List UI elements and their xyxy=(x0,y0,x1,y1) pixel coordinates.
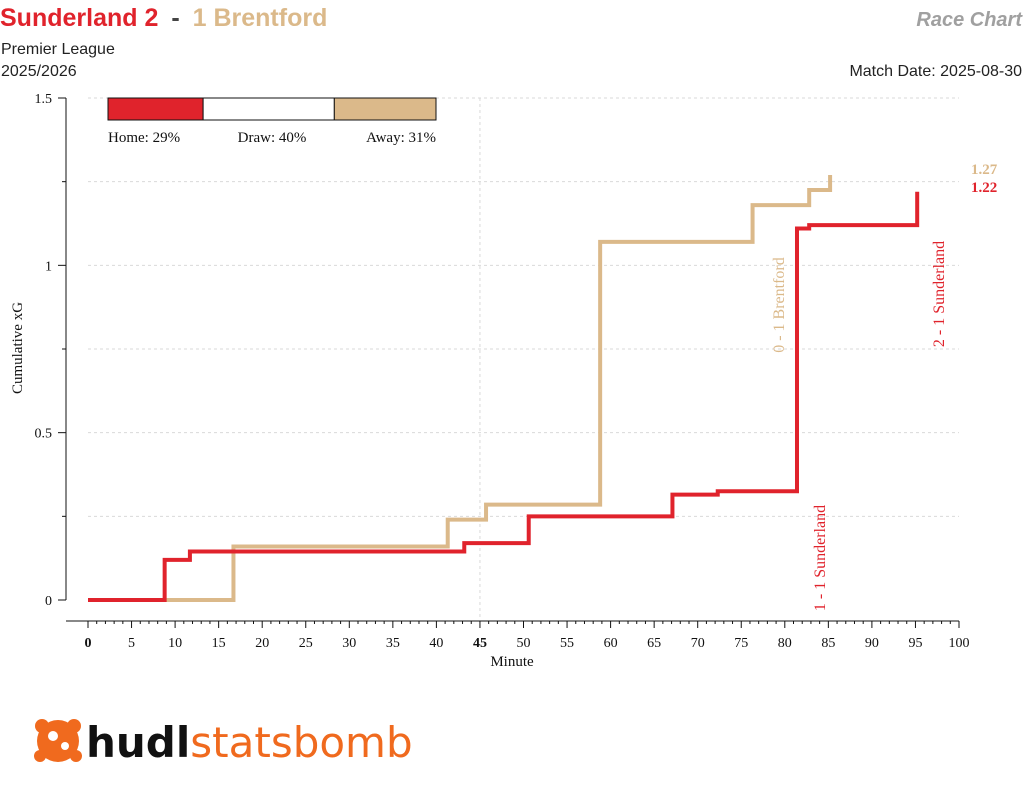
final-xg-label-sunderland: 1.22 xyxy=(971,180,997,196)
x-tick-label: 40 xyxy=(429,636,443,651)
x-axis-title: Minute xyxy=(490,654,534,670)
title-separator: - xyxy=(171,4,179,32)
y-tick-label: 1.5 xyxy=(35,92,53,107)
x-tick-label: 15 xyxy=(212,636,226,651)
goal-annotation: 2 - 1 Sunderland xyxy=(931,241,948,347)
final-xg-label-brentford: 1.27 xyxy=(971,162,998,178)
x-tick-label: 35 xyxy=(386,636,400,651)
hudl-statsbomb-logo: hudlstatsbomb xyxy=(34,718,413,767)
y-tick-label: 1 xyxy=(45,259,52,274)
goal-annotation: 0 - 1 Brentford xyxy=(771,257,788,353)
x-tick-label: 45 xyxy=(473,636,487,651)
away-probability-segment xyxy=(333,97,437,121)
home-probability-segment xyxy=(107,97,204,121)
season-label: 2025/2026 xyxy=(1,63,77,80)
x-tick-label: 55 xyxy=(560,636,574,651)
x-tick-label: 100 xyxy=(949,636,970,651)
goal-annotation: 1 - 1 Sunderland xyxy=(812,505,829,611)
logo-word-hudl: hudl xyxy=(86,718,190,767)
x-tick-label: 95 xyxy=(908,636,922,651)
x-tick-label: 75 xyxy=(734,636,748,651)
x-tick-label: 80 xyxy=(778,636,792,651)
x-tick-label: 20 xyxy=(255,636,269,651)
x-tick-label: 60 xyxy=(604,636,618,651)
x-tick-label: 10 xyxy=(168,636,182,651)
chart-kind-label: Race Chart xyxy=(916,9,1023,31)
goal-annotations: 0 - 1 Brentford 1 - 1 Sunderland 2 - 1 Sun… xyxy=(771,241,948,611)
match-title: Sunderland 2 - 1 Brentford xyxy=(0,4,327,32)
y-tick-label: 0 xyxy=(45,594,52,609)
x-tick-label: 25 xyxy=(299,636,313,651)
series-lines: 1.22 1.27 xyxy=(88,162,998,602)
win-probability-bar: Home: 29% Draw: 40% Away: 31% xyxy=(107,97,437,146)
draw-probability-segment xyxy=(202,97,335,121)
y-tick-label: 0.5 xyxy=(35,427,53,442)
series-line-brentford xyxy=(88,174,833,602)
away-team-score: 1 Brentford xyxy=(193,4,328,32)
draw-probability-label: Draw: 40% xyxy=(238,130,307,146)
logo-wordmark: hudlstatsbomb xyxy=(86,718,413,767)
logo-word-statsbomb: statsbomb xyxy=(190,718,412,767)
x-tick-label: 65 xyxy=(647,636,661,651)
y-axis-title: Cumulative xG xyxy=(10,302,26,394)
series-line-sunderland xyxy=(88,191,920,602)
x-tick-label: 85 xyxy=(821,636,835,651)
statsbomb-bomb-icon xyxy=(34,719,82,762)
x-tick-label: 90 xyxy=(865,636,879,651)
x-tick-label: 5 xyxy=(128,636,135,651)
home-probability-label: Home: 29% xyxy=(108,130,180,146)
away-probability-label: Away: 31% xyxy=(366,130,436,146)
x-tick-label: 70 xyxy=(691,636,705,651)
competition-label: Premier League xyxy=(1,41,115,58)
match-date-label: Match Date: 2025-08-30 xyxy=(849,63,1022,80)
x-tick-label: 0 xyxy=(85,636,92,651)
x-tick-label: 30 xyxy=(342,636,356,651)
x-tick-label: 50 xyxy=(517,636,531,651)
home-team-score: Sunderland 2 xyxy=(0,4,158,32)
axes: 0 0.5 1 1.5 0 5 10 15 20 25 30 35 40 45 50 55 60 65 70 75 80… xyxy=(35,92,970,651)
